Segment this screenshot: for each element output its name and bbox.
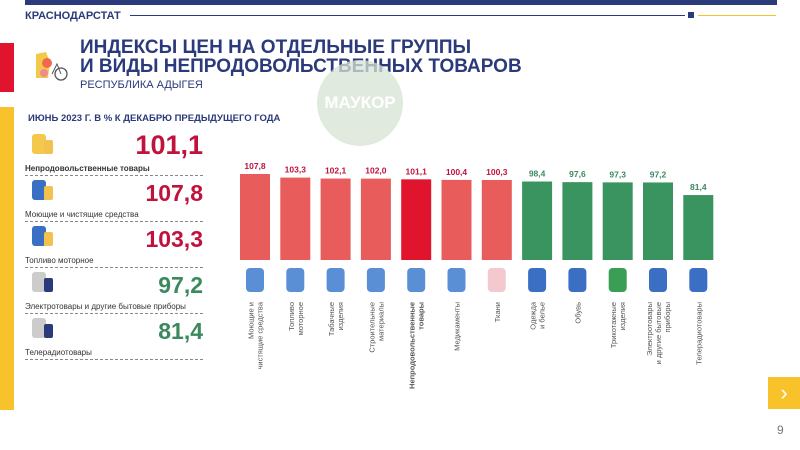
bar-value-label: 100,4 [446, 167, 468, 177]
bicycle-clothes-icon [27, 130, 57, 158]
summary-row: 81,4 Телерадиотовары [25, 314, 203, 360]
summary-value: 107,8 [145, 180, 203, 206]
bar [280, 177, 311, 260]
period-label: ИЮНЬ 2023 Г. В % К ДЕКАБРЮ ПРЕДЫДУЩЕГО Г… [28, 113, 281, 124]
category-label: Обувь [573, 302, 582, 324]
bar-value-label: 97,2 [650, 169, 667, 179]
summary-label: Топливо моторное [25, 256, 94, 265]
category-label: Медикаменты [453, 302, 462, 351]
bar-value-label: 81,4 [690, 182, 707, 192]
summary-row: 103,3 Топливо моторное [25, 222, 203, 268]
bar [320, 178, 351, 260]
summary-value: 103,3 [145, 226, 203, 252]
next-slide-button[interactable]: › [768, 377, 800, 409]
bar [401, 179, 432, 260]
summary-value: 81,4 [158, 318, 203, 344]
tv-icon [689, 268, 708, 292]
detergent-icon [27, 176, 57, 204]
accent-bar-yellow [0, 107, 14, 410]
header-divider [130, 15, 685, 16]
category-label: чистящие средства [256, 301, 265, 369]
category-label: и другие бытовые [654, 302, 663, 364]
summary-label: Непродовольственные товары [25, 164, 150, 173]
bar-value-label: 102,1 [325, 166, 347, 176]
bar-value-label: 97,3 [609, 169, 626, 179]
accent-bar-red [0, 43, 14, 92]
knit-hat-icon [608, 268, 627, 292]
bar-value-label: 103,3 [285, 165, 307, 175]
category-label: товары [417, 302, 426, 330]
summary-label: Телерадиотовары [25, 348, 92, 357]
bar [481, 179, 512, 260]
clothes-icon [528, 268, 547, 292]
fuel-canister-icon [286, 268, 305, 292]
category-label: Электротовары [645, 302, 654, 356]
category-label: Строительные [367, 302, 376, 353]
org-name: КРАСНОДАРСТАТ [25, 10, 121, 22]
medicine-icon [447, 268, 466, 292]
bar [643, 182, 673, 260]
page-number: 9 [777, 423, 784, 437]
bar [240, 174, 270, 260]
top-bar [25, 0, 777, 5]
summary-label: Моющие и чистящие средства [25, 210, 139, 219]
category-label: Одежда [529, 301, 538, 330]
category-label: Ткани [493, 302, 502, 322]
bar-value-label: 97,6 [569, 169, 586, 179]
bricks-paint-icon [366, 268, 385, 292]
header-divider-accent [698, 15, 776, 16]
kettle-icon [27, 268, 57, 296]
fabric-icon [487, 268, 506, 292]
category-label: Моющие и [247, 302, 256, 339]
bar [602, 182, 633, 260]
page-subtitle: РЕСПУБЛИКА АДЫГЕЯ [80, 79, 203, 91]
bar-value-label: 100,3 [486, 167, 508, 177]
category-label: Топливо [287, 302, 296, 331]
bar [562, 182, 593, 260]
bar-value-label: 107,8 [244, 161, 266, 171]
summary-value: 101,1 [135, 130, 203, 160]
bicycle-clothes-icon [407, 268, 426, 292]
divider-marker [688, 12, 694, 18]
boot-icon [568, 268, 587, 292]
category-label: изделия [336, 302, 345, 330]
summary-row: 107,8 Моющие и чистящие средства [25, 176, 203, 222]
category-label: Непродовольственные [408, 302, 417, 389]
bar [360, 178, 391, 260]
bar [441, 179, 472, 260]
kettle-icon [649, 268, 667, 292]
tobacco-icon [326, 268, 345, 292]
category-label: приборы [663, 302, 672, 332]
category-label: Трикотажные [609, 302, 618, 348]
category-label: Табачные [327, 302, 336, 336]
page-title: ИНДЕКСЫ ЦЕН НА ОТДЕЛЬНЫЕ ГРУППЫ И ВИДЫ НЕ… [80, 37, 522, 77]
watermark-logo: МАУКОР [317, 60, 403, 146]
bar-value-label: 102,0 [365, 166, 387, 176]
summary-row: 97,2 Электротовары и другие бытовые приб… [25, 268, 203, 314]
fuel-canister-icon [27, 222, 57, 250]
bar-value-label: 98,4 [529, 168, 546, 178]
category-label: Телерадиотовары [694, 302, 703, 365]
tv-icon [27, 314, 57, 342]
summary-value: 97,2 [158, 272, 203, 298]
bar [683, 195, 714, 260]
category-label: материалы [376, 302, 385, 341]
bar-chart: 107,8 Моющие и чистящие средства 103,3 Топли… [240, 161, 714, 389]
summary-row: 101,1 Непродовольственные товары [25, 130, 203, 176]
bar-value-label: 101,1 [406, 166, 428, 176]
bicycle-clothes-icon [36, 52, 68, 81]
summary-label: Электротовары и другие бытовые приборы [25, 302, 186, 311]
bar [522, 181, 553, 260]
detergent-icon [246, 268, 264, 292]
category-label: и белье [538, 302, 547, 329]
category-label: изделия [618, 302, 627, 330]
category-label: моторное [296, 302, 305, 335]
